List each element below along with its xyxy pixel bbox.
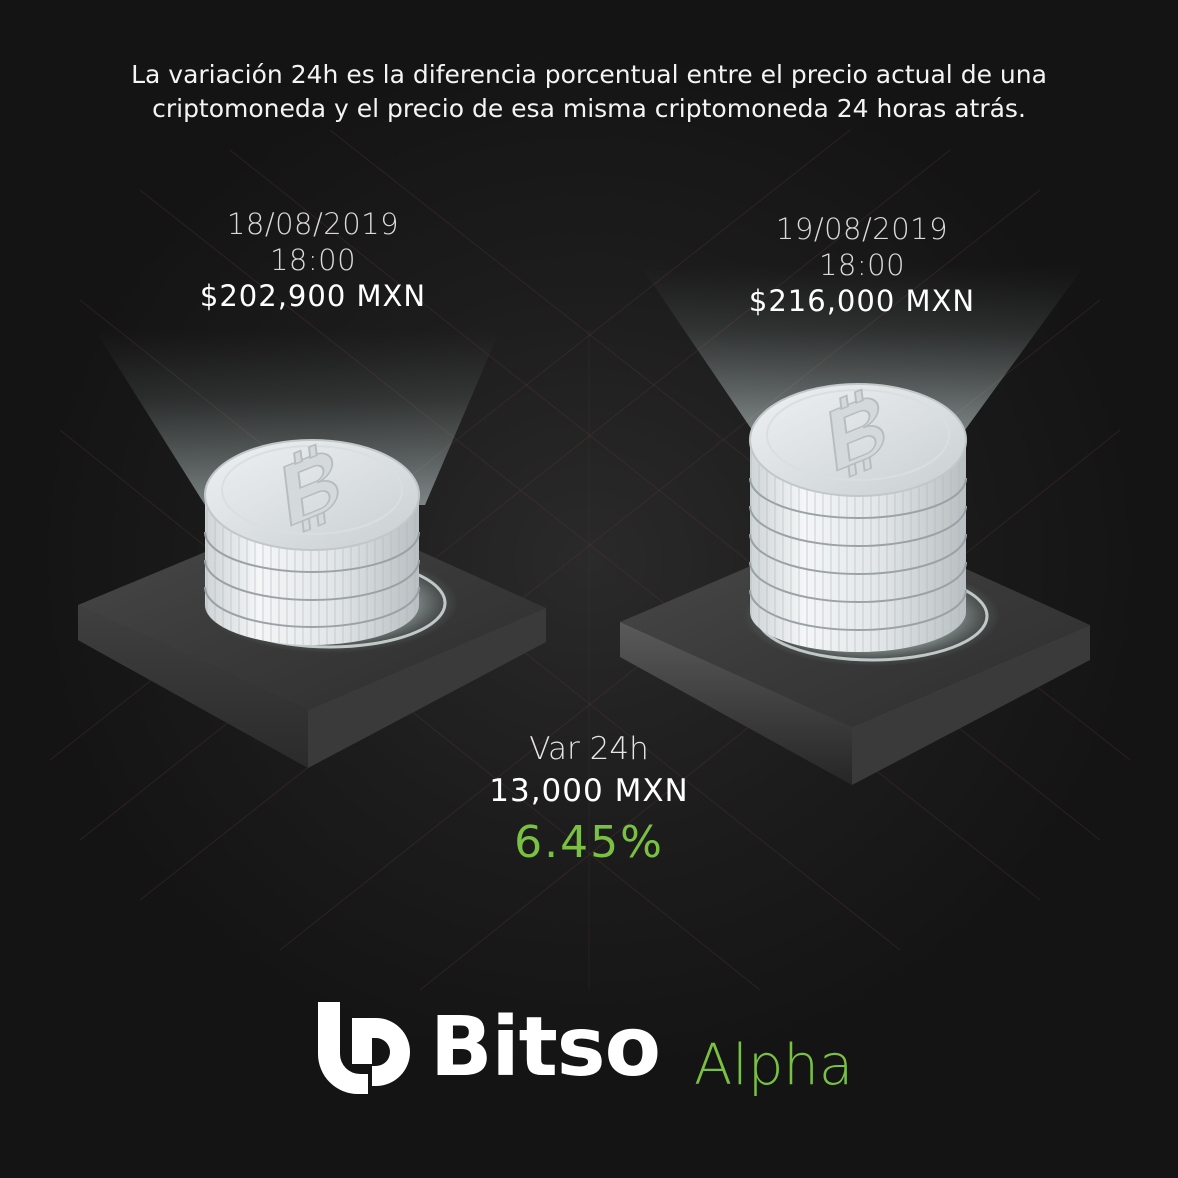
left-price: $202,900 MXN xyxy=(199,279,427,313)
right-price-info: 19/08/2019 18:00 $216,000 MXN xyxy=(712,211,1012,319)
intro-text: La variación 24h es la diferencia porcen… xyxy=(0,58,1178,126)
right-light-beam xyxy=(640,265,1085,430)
bitcoin-icon xyxy=(283,443,339,533)
left-coin-stack xyxy=(204,439,420,645)
left-time: 18:00 xyxy=(269,243,357,277)
bitcoin-icon xyxy=(829,388,885,478)
intro-line-2: criptomoneda y el precio de esa misma cr… xyxy=(152,94,1026,123)
variation-amount: 13,000 MXN xyxy=(489,773,689,809)
variation-label: Var 24h xyxy=(529,731,649,767)
variation-info: Var 24h 13,000 MXN 6.45% xyxy=(439,728,739,874)
brand-product: Alpha xyxy=(694,1033,854,1098)
left-price-info: 18/08/2019 18:00 $202,900 MXN xyxy=(163,206,463,314)
right-time: 18:00 xyxy=(818,248,906,282)
right-date: 19/08/2019 xyxy=(775,212,949,246)
right-price: $216,000 MXN xyxy=(748,284,976,318)
bitso-logo-icon xyxy=(318,1002,410,1094)
right-coin-stack xyxy=(749,383,967,652)
bitso-logo: Bitso Alpha xyxy=(312,996,872,1106)
left-date: 18/08/2019 xyxy=(226,207,400,241)
variation-percent: 6.45% xyxy=(514,817,664,868)
intro-line-1: La variación 24h es la diferencia porcen… xyxy=(131,60,1047,89)
brand-name: Bitso xyxy=(430,1000,661,1095)
left-light-beam xyxy=(95,330,500,505)
